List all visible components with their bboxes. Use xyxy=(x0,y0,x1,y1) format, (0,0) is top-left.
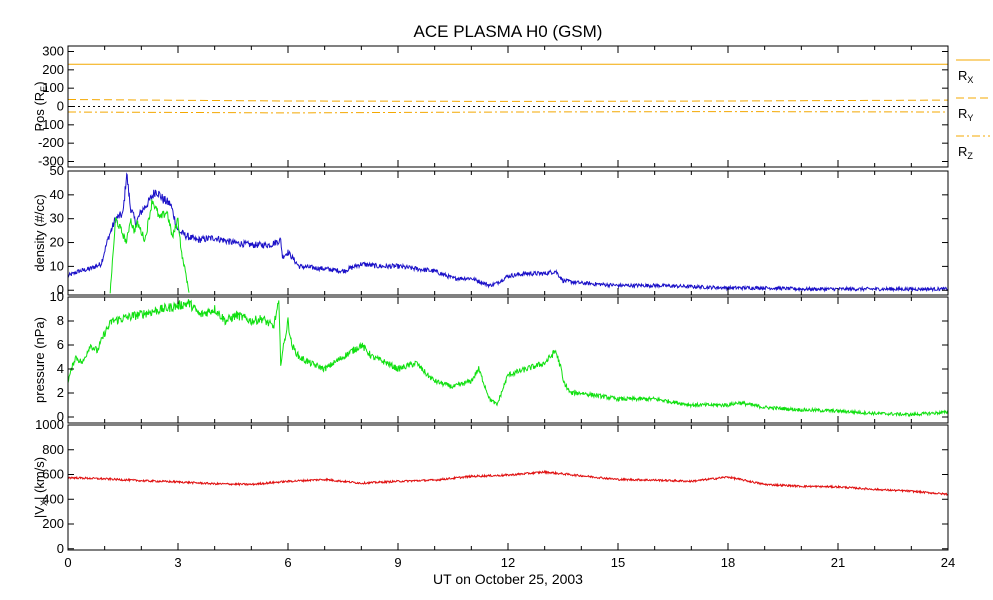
series-line-1-2 xyxy=(68,99,948,102)
legend-entry: RZ xyxy=(956,135,990,161)
y-axis-label: |VX| (km/s) xyxy=(32,457,49,518)
y-tick-label: 0 xyxy=(57,99,64,114)
x-tick-label: 6 xyxy=(284,555,291,570)
y-axis-label: pressure (nPa) xyxy=(32,317,47,403)
panel-2: 0 10 20 30 40 50 density (#/cc) xyxy=(32,163,949,297)
series-line-3-1 xyxy=(68,299,948,418)
panel-1: 300 200 100 0 -100 -200 -300 Pos (RE) xyxy=(32,44,949,169)
x-tick-label: 0 xyxy=(64,555,71,570)
series-line-2-2 xyxy=(109,199,190,294)
y-tick-label: 600 xyxy=(42,467,64,482)
series-line-1-3 xyxy=(68,111,948,114)
x-tick-label: 9 xyxy=(394,555,401,570)
y-tick-label: 0 xyxy=(57,541,64,556)
legend-entry: RX xyxy=(956,59,990,85)
legend-label: RY xyxy=(958,106,973,123)
y-tick-label: 1000 xyxy=(35,417,64,432)
series-line-4-1 xyxy=(68,469,948,497)
y-tick-label: 50 xyxy=(50,163,64,178)
y-tick-label: 200 xyxy=(42,62,64,77)
x-tick-label: 3 xyxy=(174,555,181,570)
y-tick-label: -200 xyxy=(38,135,64,150)
y-tick-label: 100 xyxy=(42,80,64,95)
panel-frame xyxy=(67,296,949,424)
x-tick-label: 21 xyxy=(831,555,845,570)
y-tick-label: 20 xyxy=(50,235,64,250)
series-line-2-1 xyxy=(68,172,948,293)
x-tick-label: 24 xyxy=(941,555,955,570)
legend-entry: RY xyxy=(956,97,990,123)
y-axis-label: Pos (RE) xyxy=(32,81,49,131)
y-tick-label: -300 xyxy=(38,154,64,169)
legend-label: RZ xyxy=(958,144,973,161)
x-tick-label: 12 xyxy=(501,555,515,570)
x-tick-label: 18 xyxy=(721,555,735,570)
y-tick-label: -100 xyxy=(38,117,64,132)
y-tick-label: 300 xyxy=(42,44,64,59)
y-tick-label: 0 xyxy=(57,282,64,297)
y-tick-label: 400 xyxy=(42,491,64,506)
x-axis-label: UT on October 25, 2003 xyxy=(433,571,583,587)
y-tick-label: 200 xyxy=(42,516,64,531)
chart-title: ACE PLASMA H0 (GSM) xyxy=(414,22,603,41)
y-tick-label: 2 xyxy=(57,385,64,400)
y-tick-label: 4 xyxy=(57,361,64,376)
y-tick-label: 6 xyxy=(57,337,64,352)
y-tick-label: 800 xyxy=(42,442,64,457)
y-tick-label: 10 xyxy=(50,289,64,304)
y-tick-label: 30 xyxy=(50,211,64,226)
y-tick-label: 8 xyxy=(57,313,64,328)
legend-label: RX xyxy=(958,68,973,85)
y-axis-label: density (#/cc) xyxy=(32,194,47,271)
y-tick-label: 0 xyxy=(57,409,64,424)
panel-4: 0 200 400 600 800 1000 |VX| (km/s) xyxy=(32,417,949,556)
x-tick-label: 15 xyxy=(611,555,625,570)
y-tick-label: 10 xyxy=(50,258,64,273)
y-tick-label: 40 xyxy=(50,187,64,202)
